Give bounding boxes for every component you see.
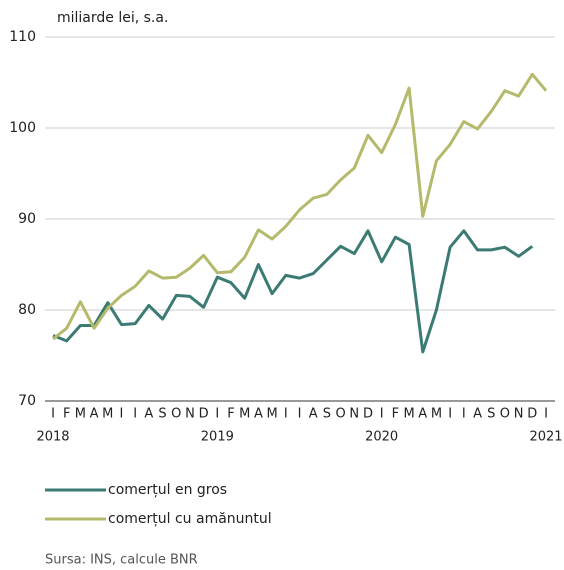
x-tick-label: D — [363, 407, 373, 422]
x-tick-label: A — [418, 407, 427, 422]
x-tick-label: I — [215, 407, 219, 422]
x-tick-label: S — [487, 407, 495, 422]
x-tick-label: N — [185, 407, 195, 422]
x-tick-label: M — [75, 407, 86, 422]
legend-label: comerțul cu amănuntul — [108, 511, 272, 527]
y-tick-label: 70 — [18, 393, 36, 409]
x-tick-label: A — [473, 407, 482, 422]
x-tick-label: I — [51, 407, 55, 422]
x-tick-label: I — [120, 407, 124, 422]
year-label: 2020 — [365, 430, 398, 445]
chart-title: miliarde lei, s.a. — [57, 10, 168, 26]
x-tick-label: N — [514, 407, 524, 422]
year-label: 2019 — [201, 430, 234, 445]
x-tick-label: F — [227, 407, 234, 422]
line-series — [52, 229, 534, 354]
x-tick-label: A — [309, 407, 318, 422]
x-tick-label: I — [448, 407, 452, 422]
x-tick-label: O — [171, 407, 181, 422]
x-tick-label: M — [267, 407, 278, 422]
x-tick-label: M — [403, 407, 414, 422]
y-tick-label: 110 — [9, 29, 36, 45]
y-tick-label: 100 — [9, 120, 36, 136]
x-tick-label: O — [335, 407, 345, 422]
x-tick-label: F — [63, 407, 70, 422]
line-series — [52, 72, 548, 341]
x-tick-label: M — [431, 407, 442, 422]
x-tick-label: A — [254, 407, 263, 422]
legend-label: comerțul en gros — [108, 482, 227, 498]
x-tick-label: S — [158, 407, 166, 422]
x-tick-label: A — [90, 407, 99, 422]
x-tick-label: O — [500, 407, 510, 422]
source: Sursa: INS, calcule BNR — [45, 553, 198, 568]
x-tick-label: I — [462, 407, 466, 422]
year-label: 2018 — [36, 430, 69, 445]
x-tick-label: D — [199, 407, 209, 422]
x-tick-label: M — [239, 407, 250, 422]
x-tick-label: I — [544, 407, 548, 422]
x-tick-label: I — [298, 407, 302, 422]
x-tick-label: D — [527, 407, 537, 422]
year-label: 2021 — [529, 430, 562, 445]
y-tick-label: 80 — [18, 302, 36, 318]
x-tick-label: S — [323, 407, 331, 422]
x-tick-label: A — [144, 407, 153, 422]
x-tick-label: F — [392, 407, 399, 422]
x-tick-label: M — [102, 407, 113, 422]
x-tick-label: I — [133, 407, 137, 422]
x-tick-label: I — [380, 407, 384, 422]
x-tick-label: I — [284, 407, 288, 422]
y-tick-label: 90 — [18, 211, 36, 227]
x-tick-label: N — [349, 407, 359, 422]
